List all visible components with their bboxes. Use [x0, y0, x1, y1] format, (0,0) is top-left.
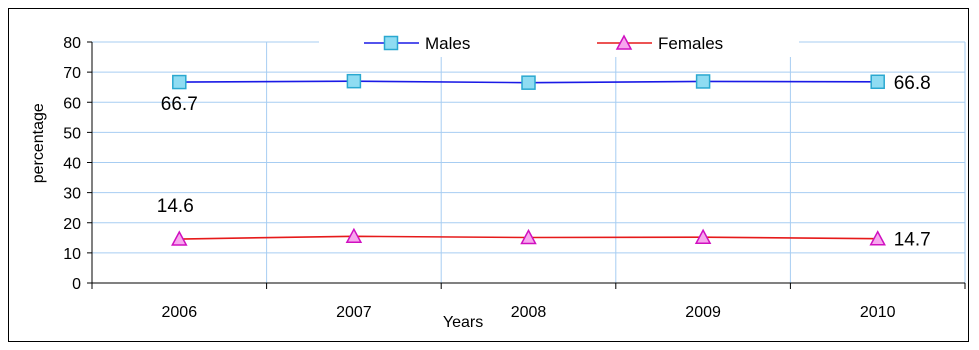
x-axis-title: Years	[443, 314, 483, 331]
females-point-2008	[520, 228, 537, 245]
legend-females-marker	[615, 34, 633, 50]
males-point-2009	[695, 74, 711, 89]
x-tick-label-2010: 2010	[860, 304, 896, 321]
x-tick-label-2009: 2009	[685, 304, 721, 321]
females-point-2007	[345, 227, 363, 244]
y-tick-label-10: 10	[63, 246, 81, 263]
y-tick-label-60: 60	[63, 95, 81, 112]
y-axis-title: percentage	[30, 103, 47, 183]
males-point-2008	[521, 75, 536, 90]
legend-box	[319, 27, 799, 57]
legend-females-label: Females	[658, 34, 723, 53]
females-data-label-2010: 14.7	[894, 230, 931, 251]
x-tick-label-2007: 2007	[336, 304, 372, 321]
males-data-label-2006: 66.7	[161, 94, 198, 115]
males-data-label-2010: 66.8	[894, 73, 931, 94]
x-tick-label-2008: 2008	[511, 304, 547, 321]
legend-males-marker	[383, 35, 399, 51]
females-point-2006	[171, 230, 188, 246]
y-tick-label-80: 80	[63, 35, 81, 52]
y-tick-label-70: 70	[63, 65, 81, 82]
line-chart: 0 10 20 30 40 50 60 70 80 2006 2007 2008 2009 2010 Yea…	[30, 27, 966, 331]
x-tick-label-2006: 2006	[162, 304, 198, 321]
females-data-label-2006: 14.6	[157, 196, 194, 217]
females-point-2009	[694, 228, 712, 244]
y-tick-label-30: 30	[63, 186, 81, 203]
chart-frame: 0 10 20 30 40 50 60 70 80 2006 2007 2008 2009 2010 Yea…	[8, 8, 969, 342]
males-point-2010	[870, 74, 885, 90]
legend-males-label: Males	[425, 34, 470, 53]
y-tick-label-20: 20	[63, 216, 81, 233]
males-point-2006	[172, 74, 187, 90]
y-tick-label-40: 40	[63, 156, 81, 173]
y-tick-label-50: 50	[63, 125, 81, 142]
y-tick-label-0: 0	[72, 276, 81, 293]
males-point-2007	[346, 73, 362, 89]
females-point-2010	[869, 230, 886, 246]
